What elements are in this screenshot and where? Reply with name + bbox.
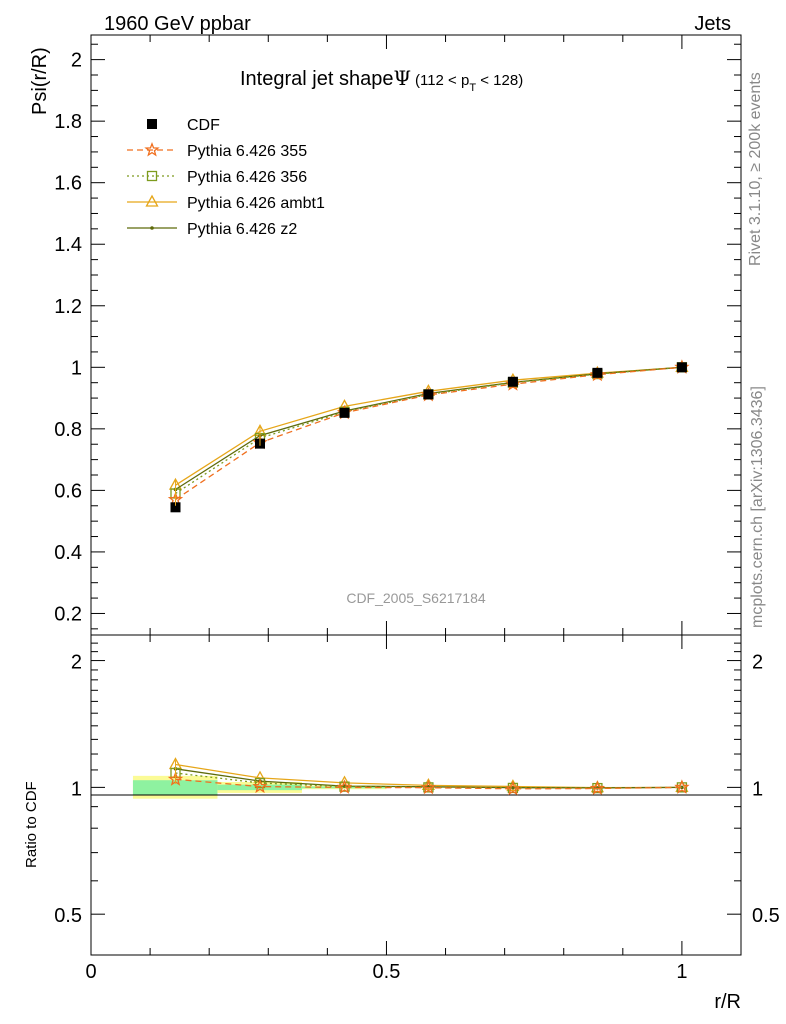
- ratio-point-ambt1: [421, 778, 436, 791]
- chart-title: Integral jet shapeΨ (112 < pT < 128): [240, 66, 523, 94]
- ratio-line-p355: [175, 778, 682, 790]
- series-ambt1: [168, 359, 689, 490]
- ratio-ytick-label: 1: [71, 778, 82, 800]
- legend-marker-z2: [150, 226, 154, 230]
- chart-title-range-open: (112 < p: [415, 72, 469, 89]
- main-ytick-label: 2: [71, 50, 82, 72]
- legend-marker-p355: [144, 141, 160, 157]
- uncertainty-band-green: [132, 780, 218, 795]
- ratio-xtick-label: 0: [85, 961, 96, 983]
- ratio-ticks: 0.5 0.5 1 1 2 2 0 0.5 1: [54, 635, 780, 983]
- main-ytick-label: 1.4: [54, 234, 82, 256]
- data-point-cdf: [592, 367, 603, 378]
- data-point-cdf: [676, 362, 687, 373]
- legend-label-p356: Pythia 6.426 356: [187, 169, 307, 186]
- ratio-xtick-label: 1: [676, 961, 687, 983]
- data-point-cdf: [170, 502, 181, 513]
- main-y-label: Psi(r/R): [29, 47, 51, 115]
- ratio-panel: 0.5 0.5 1 1 2 2 0 0.5 1 Ratio to CDF r/R: [23, 634, 780, 1013]
- mcplots-label: mcplots.cern.ch [arXiv:1306.3436]: [749, 386, 766, 628]
- ratio-series: [167, 757, 690, 796]
- main-ytick-label: 1.6: [54, 173, 82, 195]
- legend-marker-p356: [146, 170, 158, 182]
- ratio-point-p356: [254, 777, 266, 789]
- ratio-ytick-label: 2: [71, 652, 82, 674]
- series-z2: [173, 365, 684, 492]
- main-ytick-label: 1.2: [54, 296, 82, 318]
- chart-title-text: Integral jet shape: [240, 68, 393, 90]
- series-p355: [167, 359, 690, 507]
- main-ytick-label: 1: [71, 357, 82, 379]
- ratio-point-p355: [420, 779, 437, 795]
- ratio-point-z2: [680, 785, 684, 790]
- legend-label-cdf: CDF: [187, 117, 220, 134]
- ratio-point-ambt1: [506, 779, 520, 792]
- ratio-ytick-label: 0.5: [54, 905, 82, 927]
- ratio-point-p355: [505, 780, 521, 796]
- header-left: 1960 GeV ppbar: [104, 13, 251, 35]
- ratio-ytick-label-right: 2: [752, 652, 763, 674]
- main-panel: 0.2 0.4 0.6 0.8 1 1.2 1.4 1.6 1.8 2 CDF_2005_S621…: [29, 34, 742, 636]
- ratio-point-p355: [336, 779, 353, 794]
- main-ytick-label: 0.2: [54, 603, 82, 625]
- main-series: [167, 359, 690, 513]
- chart-title-range-close: < 128): [476, 72, 523, 89]
- data-point-cdf: [339, 407, 350, 418]
- header-right: Jets: [694, 13, 731, 35]
- main-ytick-label: 0.6: [54, 480, 82, 502]
- ratio-point-p355: [589, 780, 606, 795]
- ratio-point-p355: [674, 779, 690, 794]
- ratio-series-p355: [167, 771, 690, 796]
- x-axis-label: r/R: [714, 991, 741, 1013]
- rivet-label: Rivet 3.1.10, ≥ 200k events: [747, 72, 764, 266]
- ratio-frame: [90, 634, 742, 956]
- legend-marker-cdf: [147, 119, 157, 129]
- legend-label-p355: Pythia 6.426 355: [187, 143, 307, 160]
- legend: CDF Pythia 6.426 355 Pythia 6.426 356 Pythi…: [127, 117, 325, 238]
- watermark: CDF_2005_S6217184: [346, 590, 486, 606]
- chart-title-range-sub: T: [469, 82, 476, 94]
- main-ticks: 0.2 0.4 0.6 0.8 1 1.2 1.4 1.6 1.8 2: [54, 35, 742, 635]
- ratio-ytick-label-right: 0.5: [752, 905, 780, 927]
- data-point-cdf: [423, 389, 434, 400]
- series-p356: [170, 362, 688, 499]
- main-ytick-label: 0.8: [54, 419, 82, 441]
- ratio-ytick-label-right: 1: [752, 778, 763, 800]
- legend-label-ambt1: Pythia 6.426 ambt1: [187, 195, 325, 212]
- main-ytick-label: 0.4: [54, 542, 82, 564]
- ratio-line-p356: [175, 772, 682, 789]
- main-ytick-label: 1.8: [54, 111, 82, 133]
- ratio-point-p355: [252, 778, 268, 794]
- chart-title-symbol: Ψ: [393, 66, 411, 90]
- legend-label-z2: Pythia 6.426 z2: [187, 221, 297, 238]
- ratio-y-label: Ratio to CDF: [23, 781, 40, 868]
- data-point-cdf: [507, 376, 518, 387]
- legend-marker-ambt1: [145, 194, 159, 207]
- ratio-xtick-label: 0.5: [373, 961, 401, 983]
